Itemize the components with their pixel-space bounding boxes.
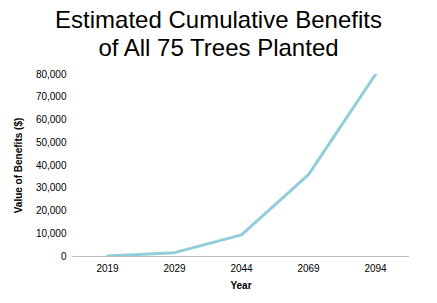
svg-text:2044: 2044 [230, 263, 253, 274]
svg-text:70,000: 70,000 [36, 91, 67, 102]
svg-text:40,000: 40,000 [36, 160, 67, 171]
svg-text:2019: 2019 [96, 263, 119, 274]
svg-text:10,000: 10,000 [36, 228, 67, 239]
svg-text:2029: 2029 [163, 263, 186, 274]
svg-text:30,000: 30,000 [36, 182, 67, 193]
svg-text:50,000: 50,000 [36, 137, 67, 148]
svg-text:2069: 2069 [297, 263, 320, 274]
html-text:Estimated Cumulative Benefits: Estimated Cumulative Benefits of All 75 … [55, 6, 382, 61]
svg-text:80,000: 80,000 [36, 69, 67, 80]
svg-text:20,000: 20,000 [36, 205, 67, 216]
svg-text:60,000: 60,000 [36, 114, 67, 125]
svg-text:Value of Benefits ($): Value of Benefits ($) [13, 118, 24, 214]
svg-text:0: 0 [61, 251, 67, 262]
svg-text:2094: 2094 [364, 263, 387, 274]
svg-text:Year: Year [230, 280, 251, 291]
